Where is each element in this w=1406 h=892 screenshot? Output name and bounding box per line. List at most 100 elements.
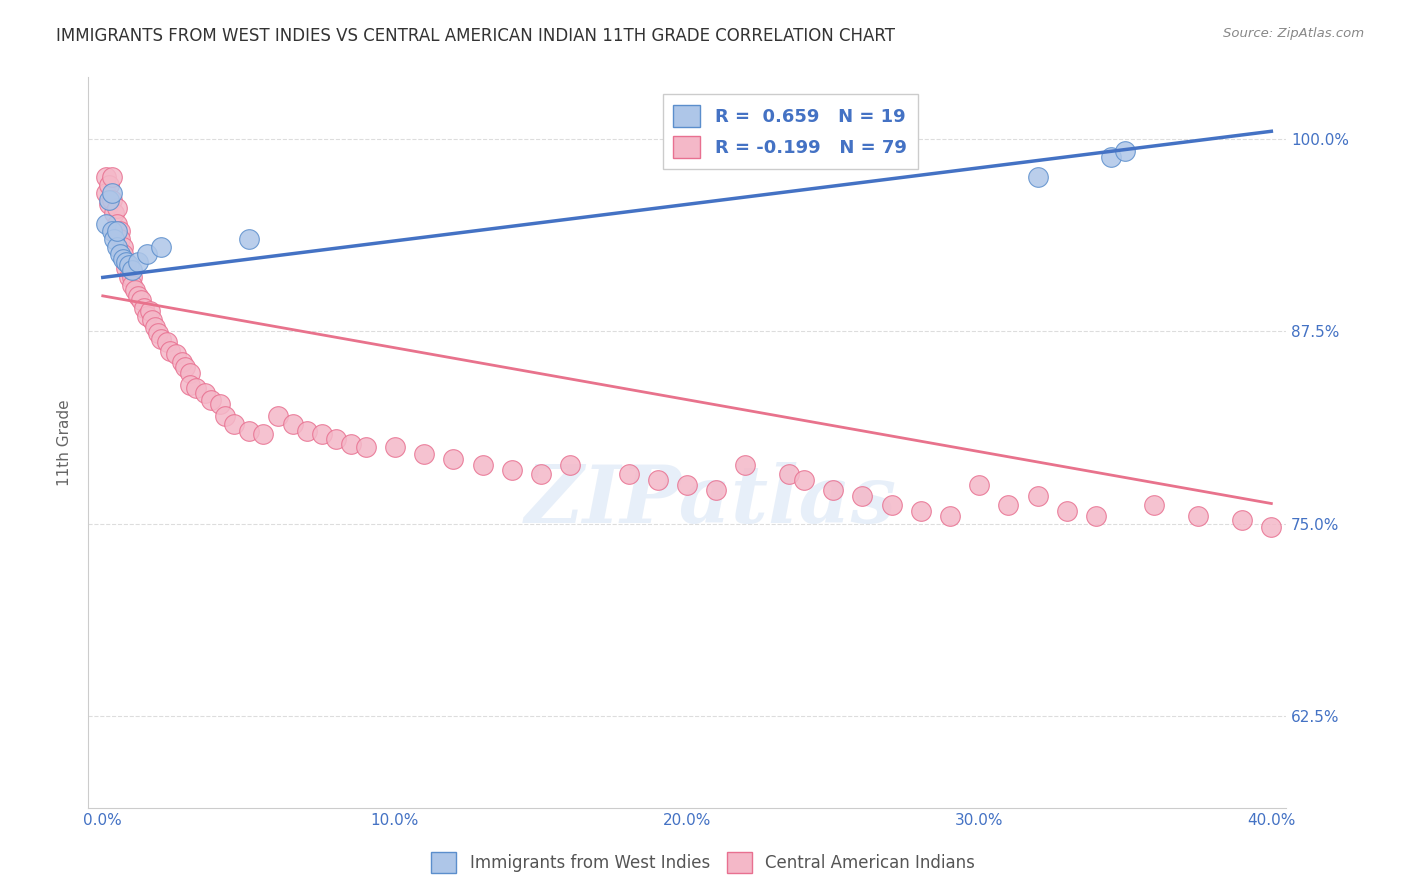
Point <box>132 301 155 315</box>
Point <box>112 240 135 254</box>
Point <box>676 478 699 492</box>
Point <box>103 206 125 220</box>
Point <box>118 258 141 272</box>
Point <box>441 451 464 466</box>
Point <box>170 355 193 369</box>
Point <box>1026 170 1049 185</box>
Legend: R =  0.659   N = 19, R = -0.199   N = 79: R = 0.659 N = 19, R = -0.199 N = 79 <box>662 94 918 169</box>
Point <box>97 196 120 211</box>
Point <box>156 334 179 349</box>
Point <box>214 409 236 423</box>
Point <box>1056 504 1078 518</box>
Point <box>238 424 260 438</box>
Point <box>413 447 436 461</box>
Point <box>252 427 274 442</box>
Point <box>325 432 347 446</box>
Point <box>471 458 494 472</box>
Point <box>851 489 873 503</box>
Point <box>238 232 260 246</box>
Point <box>311 427 333 442</box>
Point <box>105 217 128 231</box>
Legend: Immigrants from West Indies, Central American Indians: Immigrants from West Indies, Central Ame… <box>425 846 981 880</box>
Point <box>127 289 149 303</box>
Point <box>224 417 246 431</box>
Text: ZIPatlas: ZIPatlas <box>524 462 897 540</box>
Point <box>340 436 363 450</box>
Point <box>647 474 669 488</box>
Point <box>297 424 319 438</box>
Point <box>150 332 173 346</box>
Point <box>617 467 640 482</box>
Point <box>910 504 932 518</box>
Point <box>100 224 122 238</box>
Point <box>501 463 523 477</box>
Point <box>105 224 128 238</box>
Point <box>115 261 138 276</box>
Point <box>1026 489 1049 503</box>
Point <box>384 440 406 454</box>
Point <box>179 378 201 392</box>
Point <box>281 417 304 431</box>
Point <box>100 194 122 208</box>
Point <box>939 508 962 523</box>
Point <box>103 232 125 246</box>
Point <box>186 381 208 395</box>
Point <box>94 217 117 231</box>
Point <box>148 326 170 340</box>
Point <box>793 474 815 488</box>
Point <box>100 170 122 185</box>
Point <box>1085 508 1108 523</box>
Point <box>997 498 1019 512</box>
Point <box>110 232 132 246</box>
Point <box>1099 150 1122 164</box>
Point <box>1230 513 1253 527</box>
Point <box>267 409 290 423</box>
Point <box>823 483 845 497</box>
Point <box>97 178 120 193</box>
Point <box>115 255 138 269</box>
Point <box>734 458 756 472</box>
Point <box>165 347 187 361</box>
Point <box>880 498 903 512</box>
Point <box>1143 498 1166 512</box>
Text: Source: ZipAtlas.com: Source: ZipAtlas.com <box>1223 27 1364 40</box>
Point <box>94 170 117 185</box>
Point <box>1187 508 1209 523</box>
Point <box>110 247 132 261</box>
Point <box>150 240 173 254</box>
Point <box>1260 519 1282 533</box>
Point <box>129 293 152 308</box>
Point <box>121 270 143 285</box>
Point <box>194 385 217 400</box>
Point <box>159 344 181 359</box>
Point <box>778 467 800 482</box>
Point <box>354 440 377 454</box>
Point <box>560 458 582 472</box>
Point <box>115 255 138 269</box>
Point <box>208 396 231 410</box>
Point <box>124 283 146 297</box>
Point <box>179 366 201 380</box>
Y-axis label: 11th Grade: 11th Grade <box>58 400 72 486</box>
Point <box>121 262 143 277</box>
Point <box>704 483 727 497</box>
Point <box>143 319 166 334</box>
Point <box>110 224 132 238</box>
Point <box>173 359 195 374</box>
Point <box>112 247 135 261</box>
Point <box>97 194 120 208</box>
Point <box>135 309 157 323</box>
Point <box>530 467 553 482</box>
Point <box>118 270 141 285</box>
Point <box>127 255 149 269</box>
Point <box>105 240 128 254</box>
Point <box>112 252 135 266</box>
Point <box>200 393 222 408</box>
Point <box>138 304 160 318</box>
Point <box>103 224 125 238</box>
Point <box>100 186 122 200</box>
Point <box>135 247 157 261</box>
Text: IMMIGRANTS FROM WEST INDIES VS CENTRAL AMERICAN INDIAN 11TH GRADE CORRELATION CH: IMMIGRANTS FROM WEST INDIES VS CENTRAL A… <box>56 27 896 45</box>
Point <box>1114 145 1136 159</box>
Point <box>967 478 990 492</box>
